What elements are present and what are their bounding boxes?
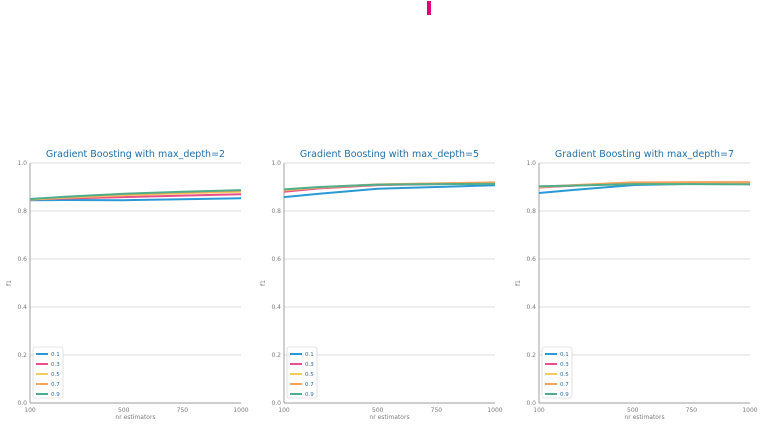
legend-label: 0.3 <box>305 362 314 368</box>
x-tick-label: 750 <box>686 407 698 414</box>
y-tick-label: 0.2 <box>271 352 281 359</box>
y-axis-label: f1 <box>260 280 267 286</box>
x-tick-label: 100 <box>24 407 36 414</box>
y-tick-label: 0.2 <box>17 352 27 359</box>
y-tick-label: 1.0 <box>271 160 281 167</box>
series-line-0.9 <box>283 182 496 191</box>
y-tick-label: 0.2 <box>526 352 536 359</box>
x-tick-label: 1000 <box>742 407 757 414</box>
legend-label: 0.9 <box>51 392 60 398</box>
series-line-0.1 <box>283 184 496 199</box>
legend-label: 0.9 <box>305 392 314 398</box>
legend-label: 0.1 <box>51 352 60 358</box>
series-line-0.9 <box>538 183 751 188</box>
y-tick-label: 0.8 <box>271 208 281 215</box>
y-tick-label: 0.8 <box>526 208 536 215</box>
y-axis-label: f1 <box>6 280 13 286</box>
chart-panel-2: Gradient Boosting with max_depth=5 0.0 0.2… <box>260 149 503 421</box>
legend-box <box>32 346 64 399</box>
chart-title: Gradient Boosting with max_depth=2 <box>46 149 225 160</box>
x-tick-label: 500 <box>627 407 639 414</box>
legend-label: 0.3 <box>51 362 60 368</box>
legend-label: 0.9 <box>560 392 569 398</box>
x-axis-label: nr estimators <box>369 414 409 421</box>
y-tick-label: 0.4 <box>271 304 281 311</box>
legend-label: 0.1 <box>305 352 314 358</box>
y-tick-label: 1.0 <box>526 160 536 167</box>
x-tick-label: 750 <box>177 407 189 414</box>
legend-label: 0.5 <box>51 372 60 378</box>
y-tick-label: 0.6 <box>271 256 281 263</box>
x-axis-label: nr estimators <box>115 414 155 421</box>
legend-label: 0.7 <box>51 382 60 388</box>
y-tick-label: 0.0 <box>17 400 27 407</box>
y-axis-label: f1 <box>515 280 522 286</box>
legend-box <box>541 346 573 399</box>
x-tick-label: 1000 <box>487 407 502 414</box>
legend-label: 0.3 <box>560 362 569 368</box>
chart-title: Gradient Boosting with max_depth=7 <box>555 149 734 160</box>
x-axis-label: nr estimators <box>624 414 664 421</box>
y-tick-label: 0.4 <box>17 304 27 311</box>
series-line-0.1 <box>29 197 242 202</box>
x-tick-label: 1000 <box>233 407 248 414</box>
legend-label: 0.5 <box>305 372 314 378</box>
legend-label: 0.1 <box>560 352 569 358</box>
chart-panel-3: Gradient Boosting with max_depth=7 0.0 0.2… <box>515 149 758 421</box>
chart-panel-1: Gradient Boosting with max_depth=2 0.0 0.2… <box>6 149 249 421</box>
legend-label: 0.7 <box>305 382 314 388</box>
chart-title: Gradient Boosting with max_depth=5 <box>300 149 479 160</box>
y-tick-label: 1.0 <box>17 160 27 167</box>
y-tick-label: 0.4 <box>526 304 536 311</box>
y-tick-label: 0.6 <box>17 256 27 263</box>
top-accent-mark <box>427 1 431 15</box>
legend-box <box>286 346 318 399</box>
y-tick-label: 0.0 <box>526 400 536 407</box>
series-line-0.9 <box>29 189 242 200</box>
x-tick-label: 100 <box>533 407 545 414</box>
legend-label: 0.5 <box>560 372 569 378</box>
x-tick-label: 500 <box>118 407 130 414</box>
legend-label: 0.7 <box>560 382 569 388</box>
x-tick-label: 100 <box>278 407 290 414</box>
y-tick-label: 0.6 <box>526 256 536 263</box>
x-tick-label: 500 <box>372 407 384 414</box>
y-tick-label: 0.8 <box>17 208 27 215</box>
y-tick-label: 0.0 <box>271 400 281 407</box>
x-tick-label: 750 <box>431 407 443 414</box>
